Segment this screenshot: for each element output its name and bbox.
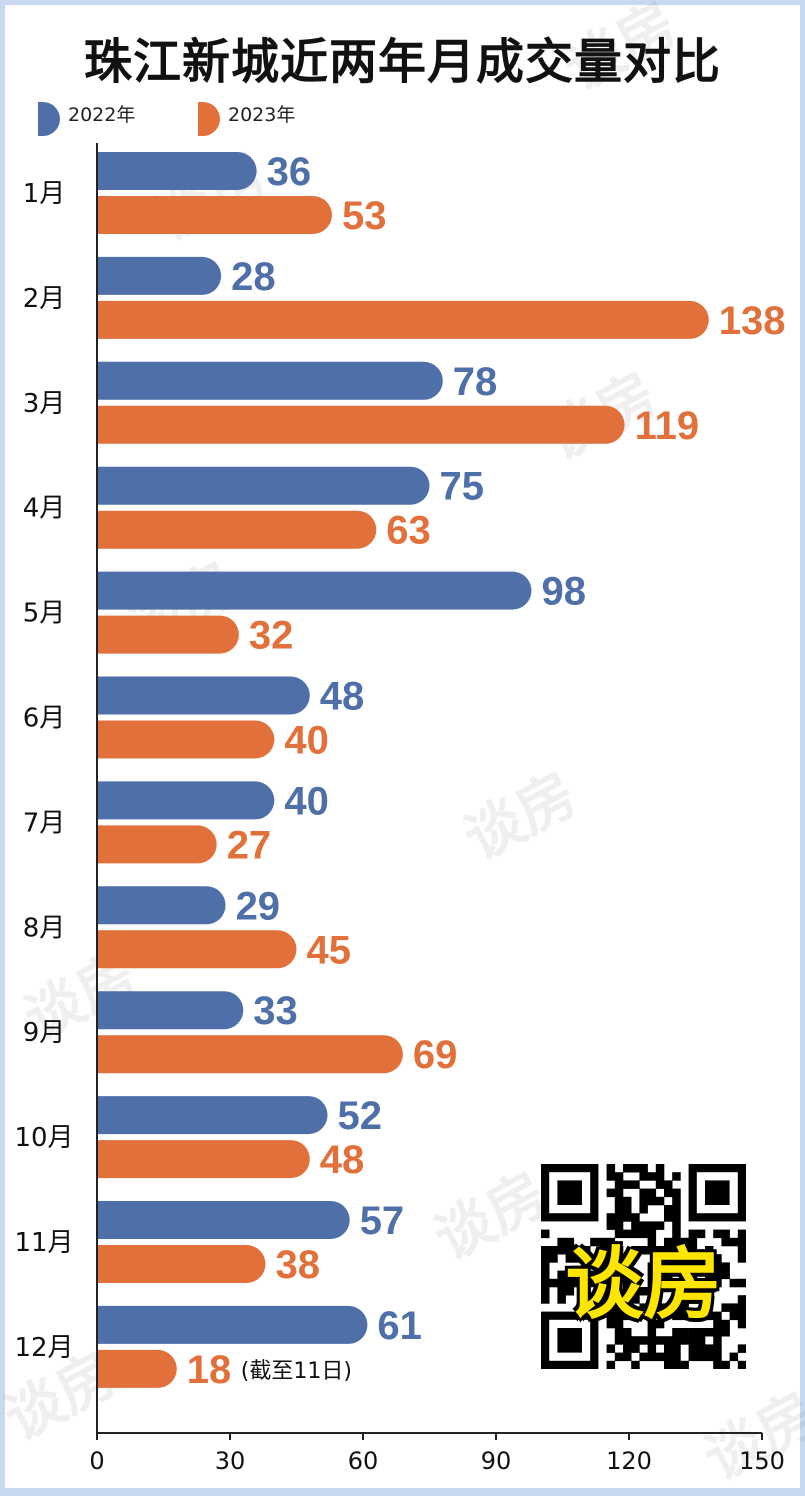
bar-2022 <box>97 991 244 1030</box>
x-tick-label: 150 <box>739 1447 785 1475</box>
bar-2023 <box>97 825 217 864</box>
category-label: 6月 <box>23 704 66 734</box>
category-label: 10月 <box>14 1123 73 1153</box>
x-tick-label: 120 <box>606 1447 652 1475</box>
bar-2023 <box>97 720 275 759</box>
bar-value-label: 138 <box>719 299 786 343</box>
bar-value-label: 48 <box>320 675 365 719</box>
bar-2022 <box>97 1201 350 1239</box>
bar-2023 <box>97 510 377 549</box>
bar-value-label: 40 <box>284 719 329 763</box>
legend-swatch-2022 <box>38 102 60 136</box>
category-label: 2月 <box>23 284 66 314</box>
bar-value-label: 32 <box>249 614 294 658</box>
qr-pattern <box>541 1164 747 1370</box>
bar-value-label: 69 <box>413 1033 458 1077</box>
qr-brand-text: 谈房 <box>565 1240 722 1330</box>
category-label: 1月 <box>23 179 66 209</box>
bar-value-label: 38 <box>275 1243 320 1287</box>
bar-value-label: 53 <box>342 194 387 238</box>
bar-2022 <box>96 676 310 715</box>
legend-swatch-2023 <box>198 102 220 136</box>
bar-value-label: 28 <box>231 255 276 299</box>
bar-2022 <box>97 781 275 820</box>
x-tick-label: 60 <box>348 1447 379 1475</box>
bar-2023 <box>97 615 239 654</box>
bar-2022 <box>97 256 222 295</box>
category-label: 11月 <box>14 1228 73 1258</box>
x-tick-label: 30 <box>215 1447 246 1475</box>
bar-2023 <box>97 1245 266 1283</box>
bar-value-label: 61 <box>377 1304 422 1348</box>
bar-value-label: 75 <box>440 465 485 509</box>
bar-value-label: 29 <box>236 884 280 928</box>
legend-label-2022: 2022年 <box>68 104 136 126</box>
chart-title: 珠江新城近两年月成交量对比 <box>83 34 721 90</box>
category-label: 8月 <box>23 913 66 943</box>
bar-2023 <box>97 196 332 234</box>
bar-value-label: 78 <box>453 360 498 404</box>
bar-2023 <box>97 1349 177 1388</box>
bar-value-label: 33 <box>253 989 297 1033</box>
bar-2022 <box>97 152 257 190</box>
category-label: 4月 <box>23 494 66 524</box>
legend-label-2023: 2023年 <box>228 104 296 126</box>
bar-2023 <box>97 300 709 339</box>
bar-value-label: 119 <box>635 404 700 448</box>
bar-2022 <box>96 1096 328 1135</box>
bar-2023 <box>96 1140 310 1179</box>
bar-value-label: 63 <box>386 509 431 553</box>
bar-2023 <box>97 930 297 969</box>
bar-2022 <box>97 466 430 505</box>
bar-value-label: 27 <box>227 823 272 867</box>
bar-2022 <box>97 1305 368 1344</box>
category-label: 5月 <box>23 599 66 629</box>
bar-2022 <box>97 571 532 610</box>
x-tick-label: 0 <box>89 1447 104 1475</box>
bar-value-label: 45 <box>307 928 352 972</box>
x-tick-label: 90 <box>481 1447 512 1475</box>
category-label: 7月 <box>23 808 66 838</box>
bar-value-label: 18 <box>187 1348 232 1392</box>
bar-2022 <box>97 361 443 400</box>
category-label: 9月 <box>23 1018 66 1048</box>
bar-value-label: 36 <box>267 150 312 194</box>
bar-value-label: 52 <box>338 1094 383 1138</box>
bar-value-label: 48 <box>320 1138 365 1182</box>
category-label: 12月 <box>14 1333 73 1363</box>
bar-value-label: 98 <box>541 570 586 614</box>
bar-2023 <box>96 405 625 444</box>
category-label: 3月 <box>23 389 66 419</box>
bar-2023 <box>97 1035 403 1074</box>
bar-value-label: 40 <box>284 779 329 823</box>
annotation-note: (截至11日) <box>241 1359 352 1384</box>
qr-code: 谈房 <box>541 1164 747 1370</box>
bar-value-label: 57 <box>360 1199 405 1243</box>
bar-2022 <box>97 886 226 925</box>
